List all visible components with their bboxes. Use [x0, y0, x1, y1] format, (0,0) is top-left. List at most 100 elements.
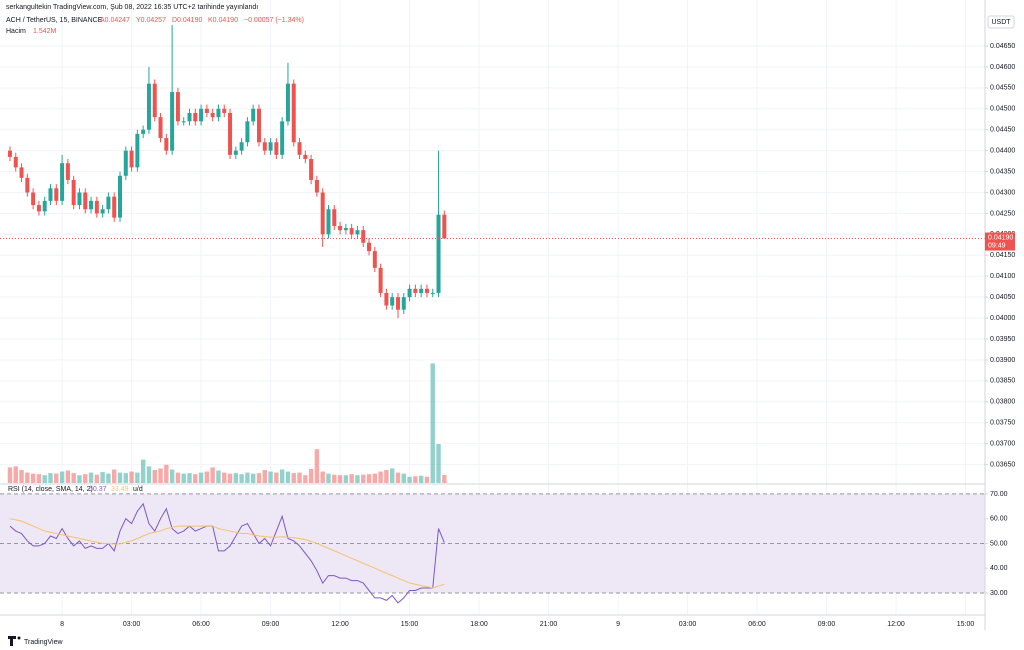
- candle-body: [135, 133, 140, 168]
- x-tick-label: 03:00: [123, 621, 141, 628]
- rsi-legend: 50.37: [89, 486, 107, 493]
- volume-bar: [239, 474, 244, 483]
- ohlc-legend: A0.04247: [100, 17, 130, 24]
- currency: USDT: [991, 19, 1011, 26]
- candle-body: [164, 138, 169, 151]
- candle-body: [407, 288, 412, 298]
- marks: [0, 25, 985, 604]
- price-tag-countdown: 09:49: [988, 242, 1006, 249]
- candle-body: [326, 209, 331, 235]
- volume-bar: [169, 469, 175, 483]
- y-tick-label: 0.04350: [990, 168, 1015, 175]
- rsi-title: RSI (14, close, SMA, 14, 2): [8, 486, 93, 493]
- candle-body: [442, 214, 447, 239]
- candle-body: [245, 121, 250, 143]
- y-tick-label: 0.04100: [990, 273, 1015, 280]
- volume-bar: [198, 472, 204, 483]
- volume-bar: [129, 471, 134, 483]
- candle-body: [280, 121, 285, 155]
- volume-bar: [36, 474, 42, 483]
- candle-body: [343, 228, 348, 231]
- candle-body: [123, 150, 128, 176]
- candle-body: [251, 108, 256, 122]
- y-tick-label: 0.04600: [990, 64, 1015, 71]
- x-tick-label: 18:00: [470, 621, 488, 628]
- candle-body: [54, 188, 59, 201]
- volume-title: Hacim: [6, 28, 26, 35]
- volume-bar: [123, 473, 128, 483]
- volume-bar: [279, 469, 285, 483]
- volume-bar: [314, 449, 320, 483]
- candle-body: [187, 112, 192, 122]
- volume-bar: [135, 472, 140, 483]
- candle-body: [228, 112, 233, 155]
- volume-bar: [94, 474, 100, 483]
- volume-bar: [355, 475, 360, 483]
- rsi-legend: u/d: [133, 486, 143, 493]
- candle-body: [36, 205, 41, 212]
- candle-body: [338, 225, 343, 231]
- volume-bar: [77, 475, 82, 483]
- candle-body: [204, 108, 209, 113]
- candle-body: [65, 163, 70, 180]
- candle-body: [297, 142, 302, 155]
- candle-body: [117, 175, 122, 218]
- candle-body: [233, 150, 238, 155]
- candle-body: [210, 112, 215, 118]
- candle-body: [181, 121, 186, 123]
- ohlc-legend: −0.00057 (−1.34%): [244, 17, 304, 24]
- volume-bar: [250, 473, 256, 483]
- y-tick-label: 0.04000: [990, 315, 1015, 322]
- candle-body: [401, 297, 406, 310]
- volume-bar: [106, 473, 111, 483]
- volume-bar: [389, 468, 395, 483]
- footer-logo: [8, 636, 21, 646]
- candle-body: [395, 297, 400, 310]
- candle-body: [424, 288, 429, 293]
- candle-body: [141, 129, 146, 134]
- volume-bar: [262, 470, 267, 483]
- ohlc-legend: D0.04190: [172, 17, 202, 24]
- y-tick-label: 0.04300: [990, 189, 1015, 196]
- volume-bar: [442, 474, 447, 483]
- x-tick-label: 12:00: [887, 621, 905, 628]
- volume-bar: [83, 474, 88, 483]
- rsi-line: [9, 502, 445, 604]
- candle-body: [332, 209, 337, 226]
- volume-bar: [233, 473, 239, 483]
- candle-body: [372, 251, 377, 268]
- candle-body: [291, 83, 296, 143]
- grid: [0, 0, 985, 615]
- currency-box: [987, 15, 1015, 29]
- candle-body: [77, 192, 82, 206]
- volume-bar: [13, 466, 18, 483]
- candle-body: [268, 142, 273, 151]
- y-tick-label: 0.03750: [990, 420, 1015, 427]
- volume-bar: [146, 466, 152, 483]
- candle-body: [274, 142, 279, 155]
- y-tick-label: 0.03850: [990, 378, 1015, 385]
- volume-bar: [407, 476, 412, 483]
- candle-body: [152, 83, 157, 118]
- x-tick-label: 03:00: [679, 621, 697, 628]
- candle-body: [430, 292, 435, 294]
- volume-bar: [204, 471, 210, 483]
- y-tick-label: 0.04250: [990, 210, 1015, 217]
- y-tick-label: 60.00: [990, 516, 1008, 523]
- volume-bar: [216, 470, 221, 483]
- candle-body: [222, 108, 227, 113]
- volume-bar: [222, 472, 227, 483]
- candle-body: [320, 192, 325, 235]
- volume-bar: [372, 473, 378, 483]
- volume-bar: [65, 470, 71, 483]
- candle-body: [42, 200, 47, 212]
- candle-body: [285, 83, 290, 122]
- y-tick-label: 0.04650: [990, 43, 1015, 50]
- y-tick-label: 0.03900: [990, 357, 1015, 364]
- volume-bar: [245, 472, 250, 483]
- volume-bar: [395, 472, 401, 483]
- volume-bar: [430, 363, 435, 483]
- x-tick-label: 09:00: [818, 621, 836, 628]
